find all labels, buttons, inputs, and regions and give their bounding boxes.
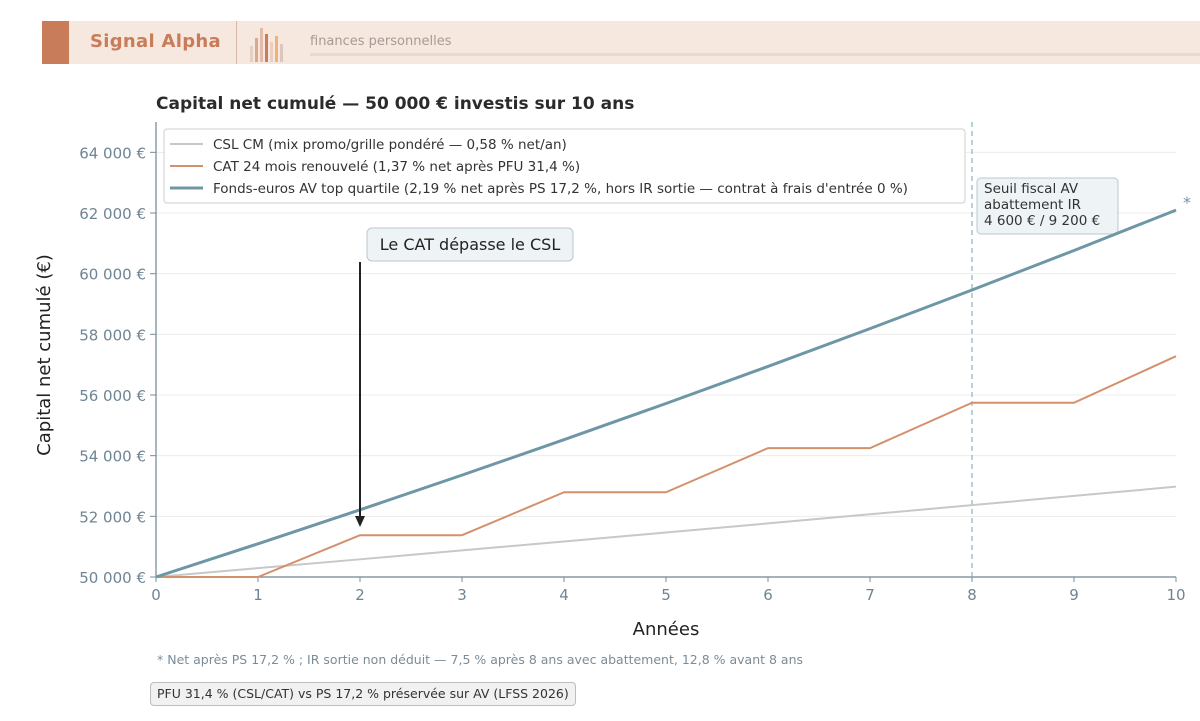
series-line-1 (156, 355, 1177, 578)
series-lines (155, 208, 1177, 579)
x-tick-label: 0 (151, 586, 161, 604)
series-line-2 (155, 208, 1177, 579)
header-rule (310, 53, 1200, 56)
y-tick-label: 58 000 € (79, 326, 146, 344)
y-tick-label: 54 000 € (79, 448, 146, 466)
y-tick-label: 64 000 € (79, 144, 146, 162)
y-tick-label: 62 000 € (79, 205, 146, 223)
legend: CSL CM (mix promo/grille pondéré — 0,58 … (163, 128, 966, 204)
axes: 50 000 € 52 000 € 54 000 € 56 000 € 58 000 €… (79, 122, 1186, 604)
x-axis-label: Années (633, 619, 700, 640)
x-tick-label: 1 (253, 586, 263, 604)
x-tick-label: 3 (457, 586, 467, 604)
header-tagline: finances personnelles (310, 34, 452, 49)
y-tick-label: 50 000 € (79, 569, 146, 587)
header-accent-bar (42, 21, 69, 64)
chart-title: Capital net cumulé — 50 000 € investis s… (156, 94, 634, 114)
bar-chart-logo-icon (250, 28, 283, 62)
x-tick-label: 9 (1069, 586, 1079, 604)
legend-label-2: Fonds-euros AV top quartile (2,19 % net … (213, 181, 908, 197)
brand-name[interactable]: Signal Alpha (90, 31, 221, 52)
fiscal-threshold-box (976, 177, 1119, 235)
x-tick-label: 10 (1166, 586, 1185, 604)
annotations: Le CAT dépasse le CSL * (355, 193, 1191, 527)
x-tick-label: 4 (559, 586, 569, 604)
header-divider (236, 21, 237, 64)
legend-label-1: CAT 24 mois renouvelé (1,37 % net après … (213, 159, 580, 175)
tax-badge: PFU 31,4 % (CSL/CAT) vs PS 17,2 % préser… (150, 682, 576, 706)
annotation-label: Le CAT dépasse le CSL (380, 235, 561, 254)
x-tick-label: 7 (865, 586, 875, 604)
series-line-0 (155, 485, 1177, 578)
y-tick-label: 52 000 € (79, 508, 146, 526)
annotation-box (366, 227, 574, 262)
legend-box (163, 128, 966, 204)
fiscal-threshold-label: Seuil fiscal AV abattement IR 4 600 € / 9 … (984, 181, 1100, 229)
site-header: Signal Alpha finances personnelles (42, 21, 1200, 64)
footnote: * Net après PS 17,2 % ; IR sortie non dé… (157, 652, 804, 667)
y-tick-label: 56 000 € (79, 387, 146, 405)
legend-label-0: CSL CM (mix promo/grille pondéré — 0,58 … (213, 137, 567, 153)
annotation-arrow-head (355, 516, 365, 527)
y-axis-label: Capital net cumulé (€) (34, 254, 55, 456)
x-tick-label: 2 (355, 586, 365, 604)
x-tick-label: 5 (661, 586, 671, 604)
x-tick-label: 6 (763, 586, 773, 604)
fiscal-threshold-layer: Seuil fiscal AV abattement IR 4 600 € / 9 … (971, 122, 1119, 577)
end-asterisk: * (1183, 193, 1191, 212)
y-tick-label: 60 000 € (79, 266, 146, 284)
x-tick-label: 8 (967, 586, 977, 604)
